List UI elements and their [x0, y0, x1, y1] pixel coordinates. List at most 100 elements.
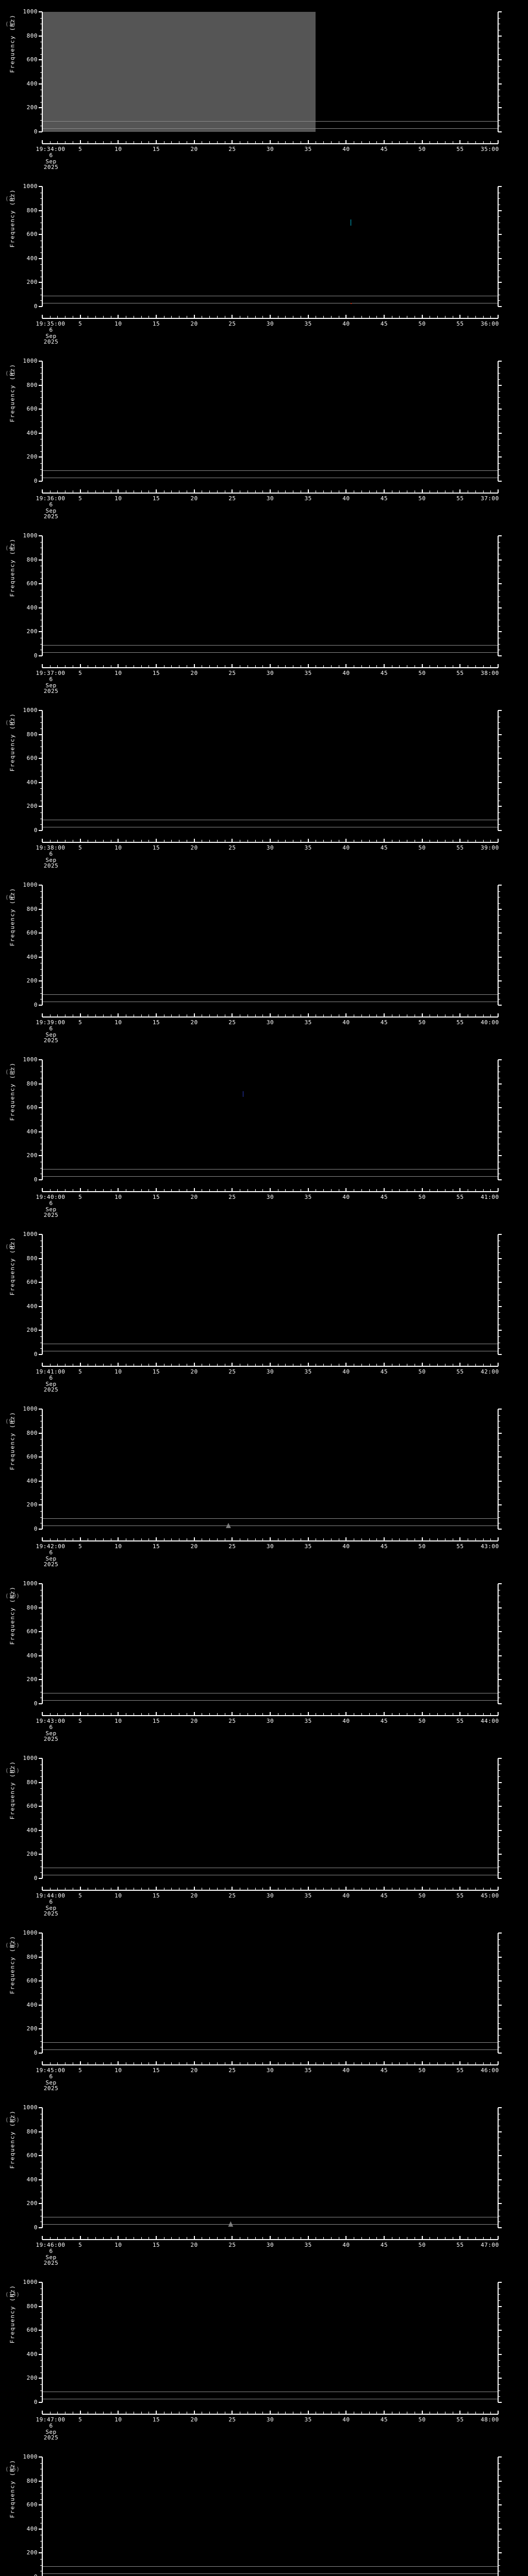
y-tick-major-right: [498, 933, 502, 934]
x-tick-minor: [50, 141, 51, 144]
x-tick-minor: [285, 840, 286, 842]
spectrogram-panel: (10) Frequency (Hz) 0 200 400 600 800 1000 19:43…: [0, 1572, 528, 1747]
x-tick-minor: [444, 316, 446, 318]
plot-area[interactable]: [42, 1758, 498, 1878]
x-tick-minor: [444, 141, 446, 144]
x-tick-minor: [209, 141, 210, 144]
plot-area[interactable]: [42, 187, 498, 307]
x-tick-label: 40: [342, 1368, 350, 1375]
plot-area[interactable]: [42, 1409, 498, 1529]
plot-area[interactable]: [42, 2457, 498, 2576]
x-tick-minor: [285, 1364, 286, 1366]
x-tick-label: 10: [114, 1019, 122, 1026]
x-tick-major: [118, 2236, 119, 2240]
y-tick-minor: [40, 1872, 42, 1873]
plot-area[interactable]: [42, 536, 498, 656]
y-tick-minor-right: [498, 2017, 500, 2018]
x-tick-minor: [50, 2412, 51, 2414]
x-tick-major: [270, 839, 271, 842]
x-tick-minor: [323, 490, 324, 493]
y-tick-minor: [40, 1415, 42, 1416]
x-tick-major: [118, 1887, 119, 1890]
y-tick-major: [39, 1878, 42, 1879]
y-tick-major: [39, 2504, 42, 2506]
y-tick-label: 400: [26, 953, 38, 960]
y-tick-label: 1000: [23, 2279, 38, 2285]
y-tick-major-right: [498, 1956, 502, 1958]
y-tick-minor-right: [498, 2312, 500, 2313]
plot-area[interactable]: [42, 361, 498, 481]
y-tick-minor-right: [498, 2294, 500, 2295]
x-tick-minor: [95, 2412, 96, 2414]
x-tick-label: 20: [190, 1019, 198, 1026]
plot-area[interactable]: [42, 885, 498, 1005]
y-axis-spine-left: [42, 710, 43, 831]
plot-area[interactable]: [42, 1060, 498, 1180]
y-tick-minor-right: [498, 1794, 500, 1795]
y-tick-label: 0: [34, 1351, 38, 1358]
x-tick-minor: [369, 1713, 370, 1716]
x-tick-major: [193, 489, 195, 493]
x-tick-minor: [103, 490, 104, 493]
x-tick-minor: [483, 1888, 484, 1890]
y-tick-minor-right: [498, 1445, 500, 1446]
y-tick-minor: [40, 788, 42, 789]
x-tick-label: 45: [380, 1019, 388, 1026]
x-tick-minor: [217, 2062, 218, 2065]
x-tick-minor: [444, 665, 446, 668]
x-tick-major: [232, 839, 233, 842]
x-tick-minor: [262, 1888, 263, 1890]
plot-area[interactable]: [42, 1584, 498, 1704]
x-tick-label: 15: [152, 2067, 160, 2074]
y-axis-title: Frequency (Hz): [9, 713, 16, 772]
x-tick-minor: [376, 1538, 377, 1541]
x-tick-minor: [57, 1713, 58, 1716]
y-tick-major: [39, 2179, 42, 2180]
plot-area[interactable]: [42, 2282, 498, 2402]
y-tick-minor-right: [498, 2547, 500, 2548]
x-tick-major: [421, 1537, 423, 1541]
x-tick-minor: [376, 1014, 377, 1017]
x-tick-minor: [475, 1364, 476, 1366]
y-tick-label: 600: [26, 1803, 38, 1810]
x-tick-minor: [171, 2062, 172, 2065]
x-tick-minor: [50, 665, 51, 668]
y-tick-minor: [40, 945, 42, 946]
plot-area[interactable]: [42, 1234, 498, 1354]
x-axis-line: [42, 1366, 498, 1367]
x-tick-minor: [285, 2237, 286, 2240]
y-tick-major-right: [498, 1330, 502, 1331]
data-layer: [42, 1234, 498, 1354]
plot-area[interactable]: [42, 1933, 498, 2053]
y-tick-label: 200: [26, 2375, 38, 2382]
y-tick-major: [39, 481, 42, 482]
x-tick-major: [307, 315, 309, 318]
x-tick-major: [459, 315, 461, 318]
y-tick-minor: [40, 120, 42, 121]
y-tick-minor-right: [498, 2511, 500, 2512]
x-tick-minor: [103, 665, 104, 668]
x-axis-date-stamp: 6 Sep 2025: [43, 851, 59, 869]
y-tick-major-right: [498, 1758, 502, 1759]
x-tick-major: [270, 1363, 271, 1366]
x-tick-minor: [217, 840, 218, 842]
x-tick-label: 5: [78, 844, 82, 851]
y-tick-minor-right: [498, 915, 500, 916]
x-tick-label: 5: [78, 1019, 82, 1026]
y-tick-minor-right: [498, 1511, 500, 1512]
plot-area[interactable]: [42, 2108, 498, 2228]
x-tick-label: 10: [114, 146, 122, 152]
x-tick-minor: [437, 1888, 438, 1890]
x-tick-minor: [255, 1713, 256, 1716]
x-tick-major: [345, 315, 347, 318]
y-tick-minor-right: [498, 198, 500, 199]
x-tick-major: [79, 140, 81, 144]
y-tick-minor: [40, 975, 42, 976]
x-tick-minor: [475, 2412, 476, 2414]
x-tick-minor: [399, 1014, 400, 1017]
y-tick-major: [39, 2456, 42, 2458]
y-axis-spine-left: [42, 2282, 43, 2402]
plot-area[interactable]: [42, 710, 498, 831]
x-tick-minor: [171, 2412, 172, 2414]
plot-area[interactable]: [42, 12, 498, 132]
